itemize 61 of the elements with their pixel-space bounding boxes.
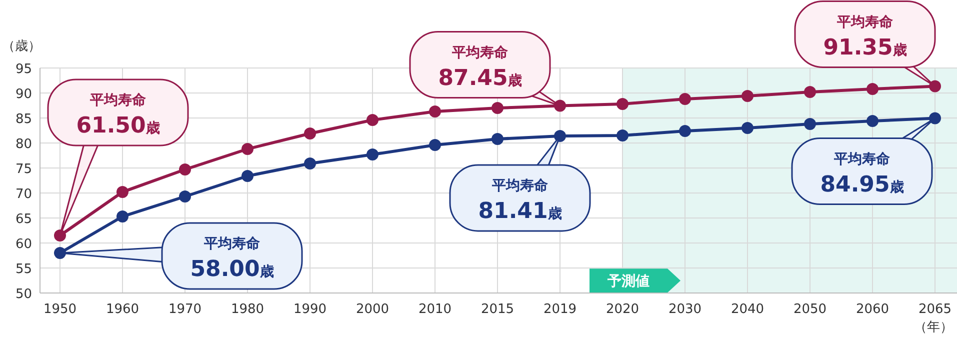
x-tick-label: 2015 — [480, 302, 514, 317]
point — [742, 90, 754, 102]
point — [492, 102, 504, 114]
point — [116, 210, 128, 222]
x-tick-label: 2020 — [606, 302, 640, 317]
point — [616, 130, 628, 142]
x-tick-label: 2060 — [856, 302, 890, 317]
callout: 平均寿命 91.35歳 — [794, 0, 936, 87]
x-tick-label: 2000 — [356, 302, 390, 317]
point — [679, 125, 691, 137]
x-tick-label: 1950 — [43, 302, 77, 317]
point — [866, 115, 878, 127]
band-label: 予測値 — [606, 274, 650, 290]
x-tick-label: 2019 — [543, 302, 577, 317]
y-tick-label: 65 — [15, 212, 32, 227]
point — [242, 170, 254, 182]
y-tick-label: 60 — [15, 237, 32, 252]
annotation: 平均寿命 84.95歳 — [820, 151, 904, 198]
y-tick-label: 70 — [15, 187, 32, 202]
x-tick-label: 2030 — [668, 302, 702, 317]
point — [366, 114, 378, 126]
y-tick-label: 85 — [15, 112, 32, 127]
callout: 平均寿命 84.95歳 — [791, 118, 936, 205]
x-tick-label: 1960 — [106, 302, 140, 317]
point — [742, 122, 754, 134]
x-tick-label: 2010 — [418, 302, 452, 317]
x-tick-label: 2050 — [793, 302, 827, 317]
annotation: 平均寿命 58.00歳 — [190, 236, 274, 282]
x-tick-label: 1970 — [168, 302, 202, 317]
point — [616, 98, 628, 110]
x-axis-title: （年） — [914, 320, 953, 335]
y-tick-label: 50 — [15, 287, 32, 302]
x-tick-label: 2065 — [918, 302, 952, 317]
annotation: 平均寿命 61.50歳 — [76, 92, 160, 138]
point — [304, 128, 316, 140]
x-tick-label: 2040 — [730, 302, 764, 317]
y-axis-title: （歳） — [2, 39, 41, 54]
x-tick-label: 1990 — [293, 302, 327, 317]
callout: 平均寿命 61.50歳 — [47, 78, 189, 236]
point — [679, 93, 691, 105]
point — [116, 186, 128, 198]
point — [304, 158, 316, 170]
y-tick-label: 90 — [15, 87, 32, 102]
y-tick-label: 80 — [15, 137, 32, 152]
point — [492, 133, 504, 145]
point — [242, 143, 254, 155]
point — [804, 118, 816, 130]
y-tick-label: 95 — [15, 62, 32, 77]
annotation: 平均寿命 81.41歳 — [478, 178, 562, 224]
point — [179, 190, 191, 202]
point — [429, 106, 441, 118]
y-tick-label: 55 — [15, 262, 32, 277]
annotation: 平均寿命 87.45歳 — [438, 44, 522, 91]
x-tick-label: 1980 — [230, 302, 264, 317]
y-tick-label: 75 — [15, 162, 32, 177]
point — [179, 164, 191, 176]
point — [866, 83, 878, 95]
point — [429, 139, 441, 151]
point — [366, 148, 378, 160]
annotation: 平均寿命 91.35歳 — [823, 14, 907, 60]
point — [804, 86, 816, 98]
